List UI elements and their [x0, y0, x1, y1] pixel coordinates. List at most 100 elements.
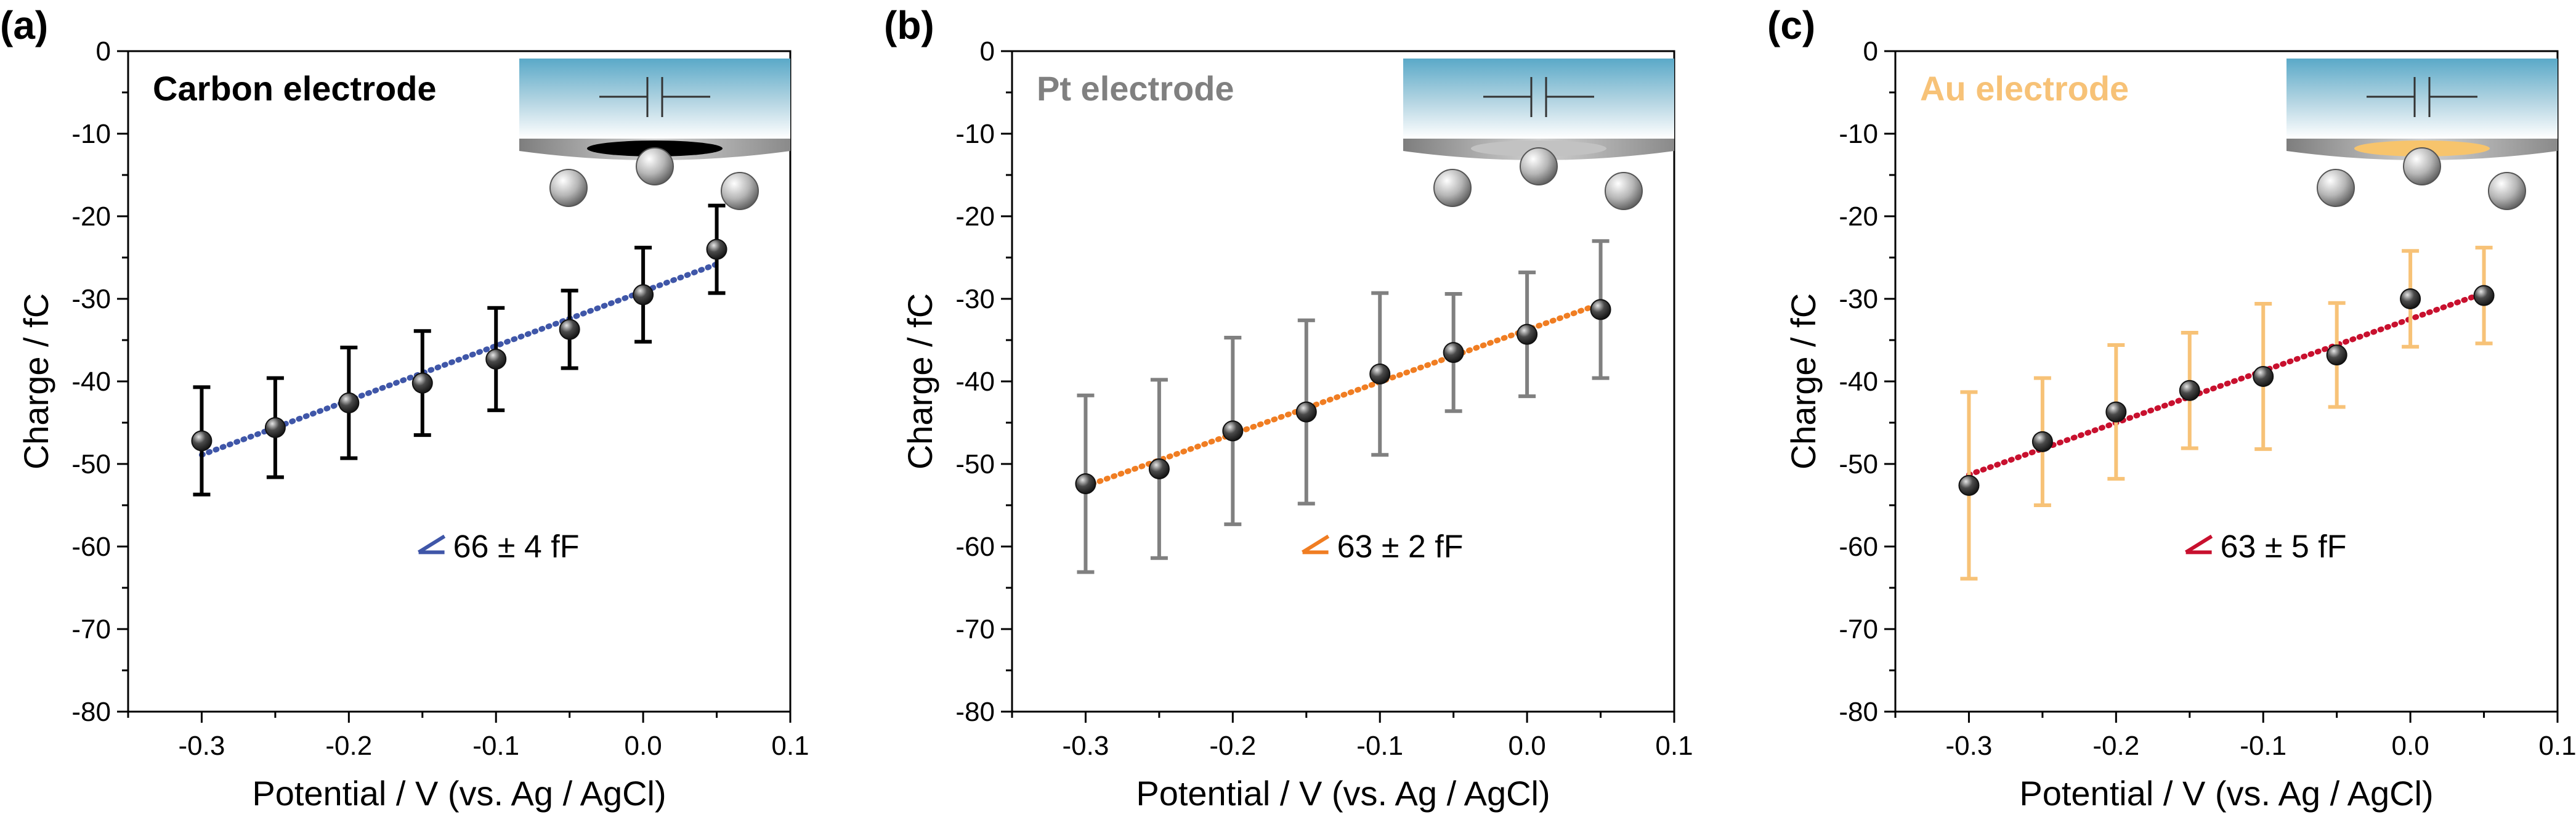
- slope-annotation: 66 ± 4 fF: [453, 529, 580, 564]
- data-point: [411, 372, 433, 394]
- y-tick-label: -10: [955, 119, 995, 149]
- y-axis-title: Charge / fC: [17, 293, 55, 469]
- y-tick-label: -50: [1839, 449, 1878, 479]
- particle-sphere: [2403, 147, 2441, 185]
- data-point: [1075, 473, 1096, 495]
- y-tick-label: -20: [955, 201, 995, 232]
- data-point: [706, 238, 727, 260]
- data-point: [338, 392, 360, 413]
- y-tick-label: 0: [980, 36, 995, 67]
- x-tick-label: -0.3: [179, 731, 225, 761]
- y-tick-label: -60: [71, 532, 111, 562]
- particle-sphere: [721, 172, 759, 210]
- x-tick-label: -0.3: [1063, 731, 1109, 761]
- data-point: [633, 284, 654, 306]
- data-point: [559, 319, 580, 340]
- chart-panel-1: 0 -10 -20 -30 -40 -50 -60 -70 -80 -0.3 -0.2 -0.1 0.0…: [884, 3, 1693, 813]
- particle-sphere: [1520, 147, 1558, 185]
- y-tick-label: -10: [71, 119, 111, 149]
- particle-sphere: [636, 147, 674, 185]
- y-tick-label: -40: [955, 367, 995, 397]
- y-tick-label: 0: [96, 36, 111, 67]
- data-point: [1148, 458, 1170, 480]
- x-tick-label: 0.0: [2392, 731, 2429, 761]
- x-tick-label: 0.1: [1655, 731, 1693, 761]
- x-axis-title: Potential / V (vs. Ag / AgCl): [252, 774, 666, 813]
- particle-sphere: [1433, 169, 1472, 207]
- data-point: [191, 430, 213, 452]
- x-tick-label: 0.1: [2538, 731, 2576, 761]
- y-tick-label: -20: [71, 201, 111, 232]
- y-tick-label: -30: [1839, 284, 1878, 314]
- electrode-body: [1403, 59, 1674, 139]
- data-point: [1958, 474, 1980, 496]
- data-point: [1222, 420, 1244, 442]
- y-axis-title: Charge / fC: [901, 293, 939, 469]
- data-point: [1590, 299, 1611, 320]
- x-tick-label: -0.2: [2092, 731, 2139, 761]
- electrode-illustration: [519, 59, 790, 210]
- data-point: [1295, 401, 1317, 423]
- data-point: [2473, 285, 2495, 306]
- y-tick-label: -80: [71, 697, 111, 727]
- data-point: [485, 348, 507, 370]
- panel-label: (b): [884, 3, 934, 47]
- y-tick-label: 0: [1863, 36, 1878, 67]
- y-tick-label: -80: [955, 697, 995, 727]
- y-tick-label: -70: [955, 614, 995, 644]
- chart-title: Pt electrode: [1037, 69, 1234, 108]
- y-tick-label: -70: [71, 614, 111, 644]
- y-tick-label: -80: [1839, 697, 1878, 727]
- y-axis-title: Charge / fC: [1784, 293, 1823, 469]
- y-tick-label: -60: [1839, 532, 1878, 562]
- y-tick-label: -50: [955, 449, 995, 479]
- x-axis-title: Potential / V (vs. Ag / AgCl): [1136, 774, 1550, 813]
- x-tick-label: -0.1: [1356, 731, 1403, 761]
- slope-annotation: 63 ± 5 fF: [2221, 529, 2347, 564]
- data-point: [1517, 323, 1538, 345]
- y-tick-label: -70: [1839, 614, 1878, 644]
- data-point: [264, 417, 286, 439]
- particle-sphere: [2317, 169, 2355, 207]
- x-tick-label: -0.1: [2240, 731, 2286, 761]
- chart-title: Carbon electrode: [153, 69, 437, 108]
- slope-angle-icon: [418, 534, 446, 555]
- data-point: [1443, 342, 1464, 364]
- y-tick-label: -30: [71, 284, 111, 314]
- data-point: [2326, 344, 2347, 366]
- data-point: [2031, 431, 2053, 452]
- x-tick-label: -0.3: [1946, 731, 1993, 761]
- particle-sphere: [2488, 172, 2526, 210]
- x-tick-label: 0.1: [771, 731, 809, 761]
- electrode-body: [2286, 59, 2558, 139]
- y-tick-label: -40: [1839, 367, 1878, 397]
- y-tick-label: -60: [955, 532, 995, 562]
- particle-sphere: [549, 169, 588, 207]
- x-tick-label: 0.0: [1509, 731, 1546, 761]
- y-tick-label: -40: [71, 367, 111, 397]
- fit-line: [198, 261, 720, 458]
- x-axis-title: Potential / V (vs. Ag / AgCl): [2019, 774, 2433, 813]
- chart-title: Au electrode: [1920, 69, 2129, 108]
- particle-sphere: [1605, 172, 1643, 210]
- chart-panel-2: 0 -10 -20 -30 -40 -50 -60 -70 -80 -0.3 -0.2 -0.1 0.0…: [1767, 3, 2576, 813]
- y-tick-label: -30: [955, 284, 995, 314]
- electrode-body: [519, 59, 790, 139]
- slope-angle-icon: [2185, 534, 2213, 555]
- fit-line: [1082, 301, 1604, 489]
- panel-label: (c): [1767, 3, 1815, 47]
- slope-angle-icon: [1302, 534, 1330, 555]
- x-tick-label: -0.2: [1209, 731, 1256, 761]
- data-point: [2179, 380, 2200, 401]
- x-tick-label: -0.2: [325, 731, 372, 761]
- electrode-illustration: [1403, 59, 1674, 210]
- y-tick-label: -20: [1839, 201, 1878, 232]
- slope-annotation: 63 ± 2 fF: [1337, 529, 1464, 564]
- electrode-illustration: [2286, 59, 2558, 210]
- data-point: [2253, 365, 2274, 387]
- x-tick-label: -0.1: [472, 731, 519, 761]
- panel-label: (a): [0, 3, 48, 47]
- data-point: [1369, 363, 1391, 384]
